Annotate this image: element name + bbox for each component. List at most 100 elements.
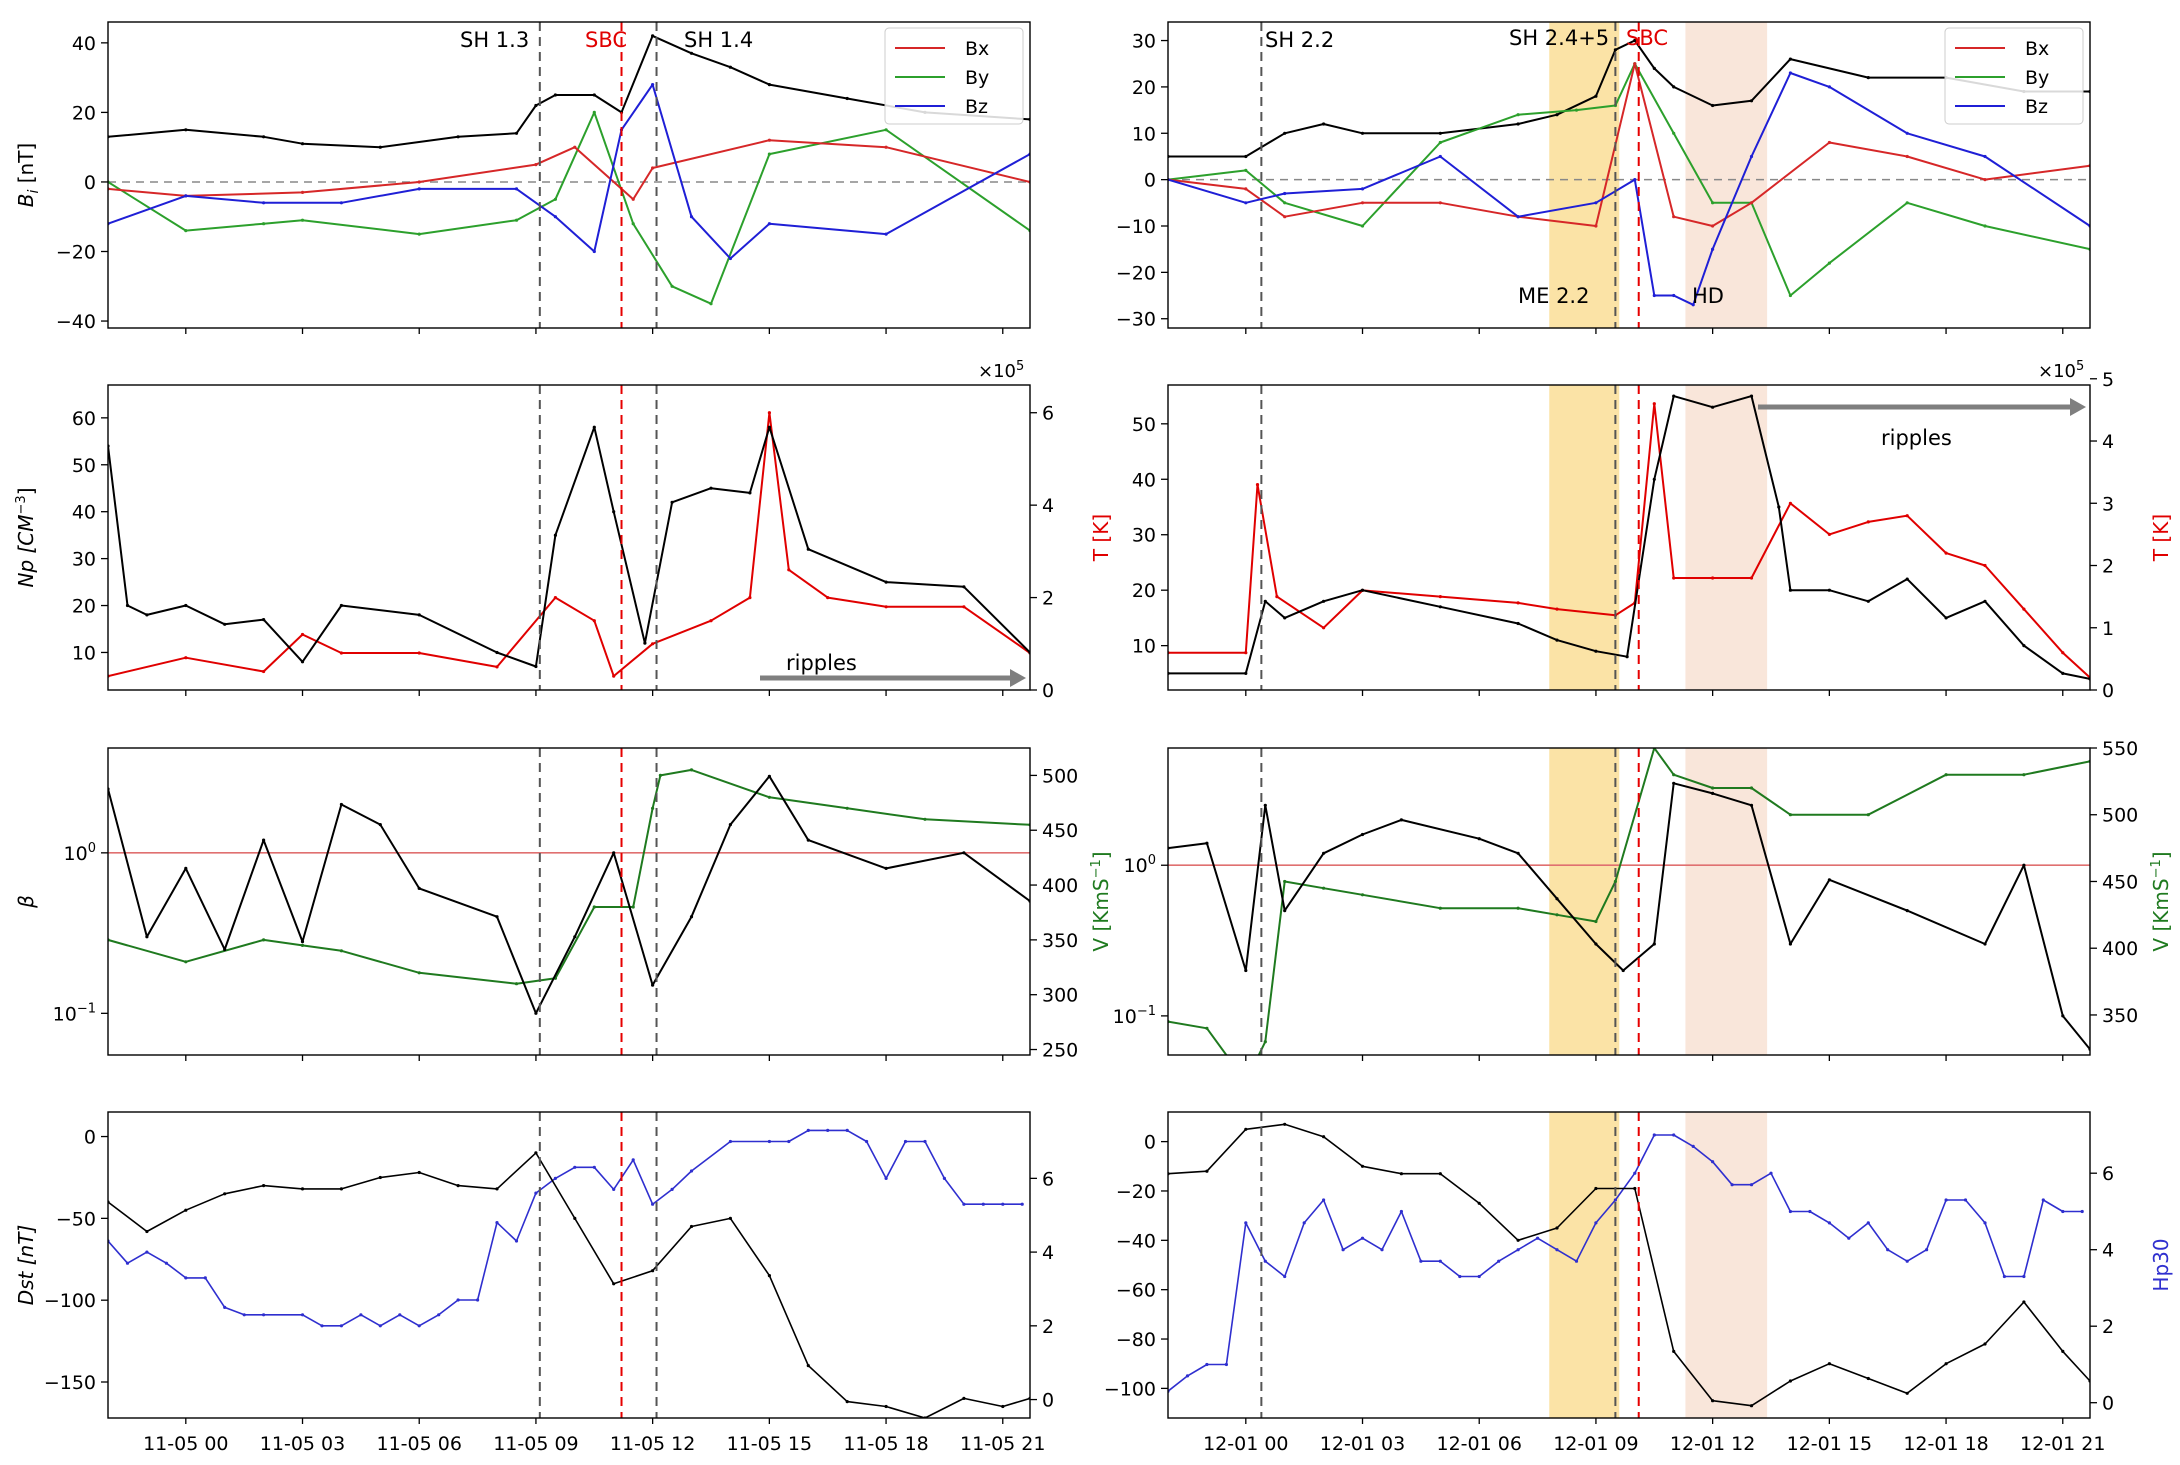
data-point-beta [767, 774, 772, 778]
data-point-By [1574, 108, 1579, 112]
data-point-Bz [651, 83, 655, 87]
data-point-V [514, 982, 519, 986]
ytick-label: 0 [1144, 170, 1156, 192]
data-point-By [1827, 261, 1831, 265]
data-point-Hp30 [1672, 1133, 1676, 1137]
data-point-T [1983, 563, 1987, 568]
y2tick-label: 450 [2102, 871, 2138, 893]
data-point-B [553, 93, 558, 97]
data-point-Hp30 [1205, 1362, 1209, 1367]
data-point-beta [1283, 909, 1287, 913]
data-point-Bz [1244, 201, 1248, 205]
y2tick-label: 1 [2102, 618, 2114, 640]
data-point-Bz [767, 222, 772, 226]
data-point-T [709, 619, 713, 623]
series-line-T [108, 411, 1030, 678]
ytick-label: 10 [1132, 636, 1156, 658]
data-point-Hp30 [2080, 1209, 2084, 1214]
data-point-Hp30 [1847, 1236, 1851, 1240]
axes-frame [1167, 747, 2091, 1056]
data-point-B [1360, 131, 1365, 135]
data-point-Np [300, 660, 305, 664]
data-point-Hp30 [1711, 1160, 1715, 1164]
legend-label-By: By [2025, 67, 2049, 89]
ytick-label: −100 [1104, 1378, 1156, 1400]
panel-right-beta: 100 10−1 550 500 450 400 350 V [KmS−1] [1113, 738, 2173, 1061]
data-point-V [1594, 919, 1598, 924]
data-point-V [1555, 913, 1559, 917]
series-group [108, 1128, 1030, 1418]
data-point-beta [884, 866, 888, 871]
data-point-Bz [1438, 154, 1442, 159]
y2label: V [KmS−1] [1089, 851, 1113, 951]
series-line-Dst [1168, 1123, 2090, 1407]
ylabel: β [14, 895, 38, 909]
data-point-Hp30 [1866, 1221, 1870, 1225]
data-point-Hp30 [1944, 1198, 1948, 1202]
exponent-left: ×105 [978, 359, 1024, 382]
data-point-Hp30 [1652, 1133, 1656, 1137]
data-point-Np [1905, 577, 1909, 581]
data-point-Bz [1788, 71, 1792, 75]
data-point-Np [1438, 605, 1442, 609]
data-point-Dst [145, 1229, 149, 1234]
data-point-Hp30 [1886, 1248, 1890, 1252]
data-point-Np [553, 533, 558, 537]
data-point-Bx [1749, 201, 1754, 205]
data-point-Dst [1244, 1127, 1248, 1131]
data-point-Dst [1322, 1135, 1326, 1139]
data-point-Bz [728, 256, 733, 261]
data-point-Bz [1283, 191, 1287, 196]
data-point-Hp30 [339, 1324, 343, 1328]
data-point-Np [417, 613, 421, 617]
data-point-V [1360, 893, 1365, 897]
data-point-B [1283, 131, 1287, 135]
ytick-label: 0 [1144, 1132, 1156, 1154]
data-point-Np [1788, 588, 1792, 592]
data-point-beta [2022, 863, 2026, 867]
data-point-Hp30 [1594, 1221, 1598, 1225]
data-point-Bx [1983, 178, 1987, 182]
ylabel: Dst [nT] [14, 1225, 38, 1306]
y2tick-label: 500 [2102, 805, 2138, 827]
data-point-B [689, 51, 694, 55]
ytick-label: 30 [1132, 525, 1156, 547]
data-point-Hp30 [651, 1202, 655, 1206]
xtick-label: 12-01 06 [1437, 1433, 1522, 1455]
data-point-T [592, 619, 596, 623]
data-point-Hp30 [923, 1139, 927, 1144]
data-point-Dst [1516, 1238, 1520, 1242]
legend-label-Bz: Bz [2025, 96, 2048, 118]
ytick-label: −80 [1116, 1329, 1156, 1351]
data-point-By [1283, 201, 1287, 205]
data-point-Dst [845, 1400, 849, 1404]
data-point-V [767, 795, 772, 799]
data-point-Hp30 [1691, 1144, 1695, 1148]
data-point-Hp30 [378, 1324, 382, 1328]
ytick-label: 0 [84, 172, 96, 194]
data-point-beta [1477, 837, 1481, 841]
data-point-Np [1283, 616, 1287, 620]
data-point-Bz [689, 215, 694, 219]
data-point-beta [1652, 942, 1656, 946]
data-point-Dst [1866, 1376, 1870, 1381]
data-point-Hp30 [2061, 1209, 2065, 1214]
data-point-Hp30 [767, 1139, 772, 1144]
data-point-Hp30 [359, 1313, 363, 1317]
data-point-Bz [184, 194, 188, 198]
xtick-label: 12-01 21 [2020, 1433, 2105, 1455]
ytick-label: 60 [72, 408, 96, 430]
data-point-Dst [223, 1192, 227, 1196]
data-point-Hp30 [1001, 1202, 1005, 1206]
ripples-arrowhead-left [1010, 669, 1026, 687]
data-point-Bx [1438, 201, 1442, 205]
legend-box [1944, 27, 2084, 125]
legend-label-Bx: Bx [965, 38, 989, 60]
data-point-B [728, 65, 733, 69]
data-point-Np [2061, 671, 2065, 676]
data-point-Hp30 [670, 1187, 674, 1191]
data-point-T [962, 605, 966, 609]
data-point-B [514, 131, 519, 135]
